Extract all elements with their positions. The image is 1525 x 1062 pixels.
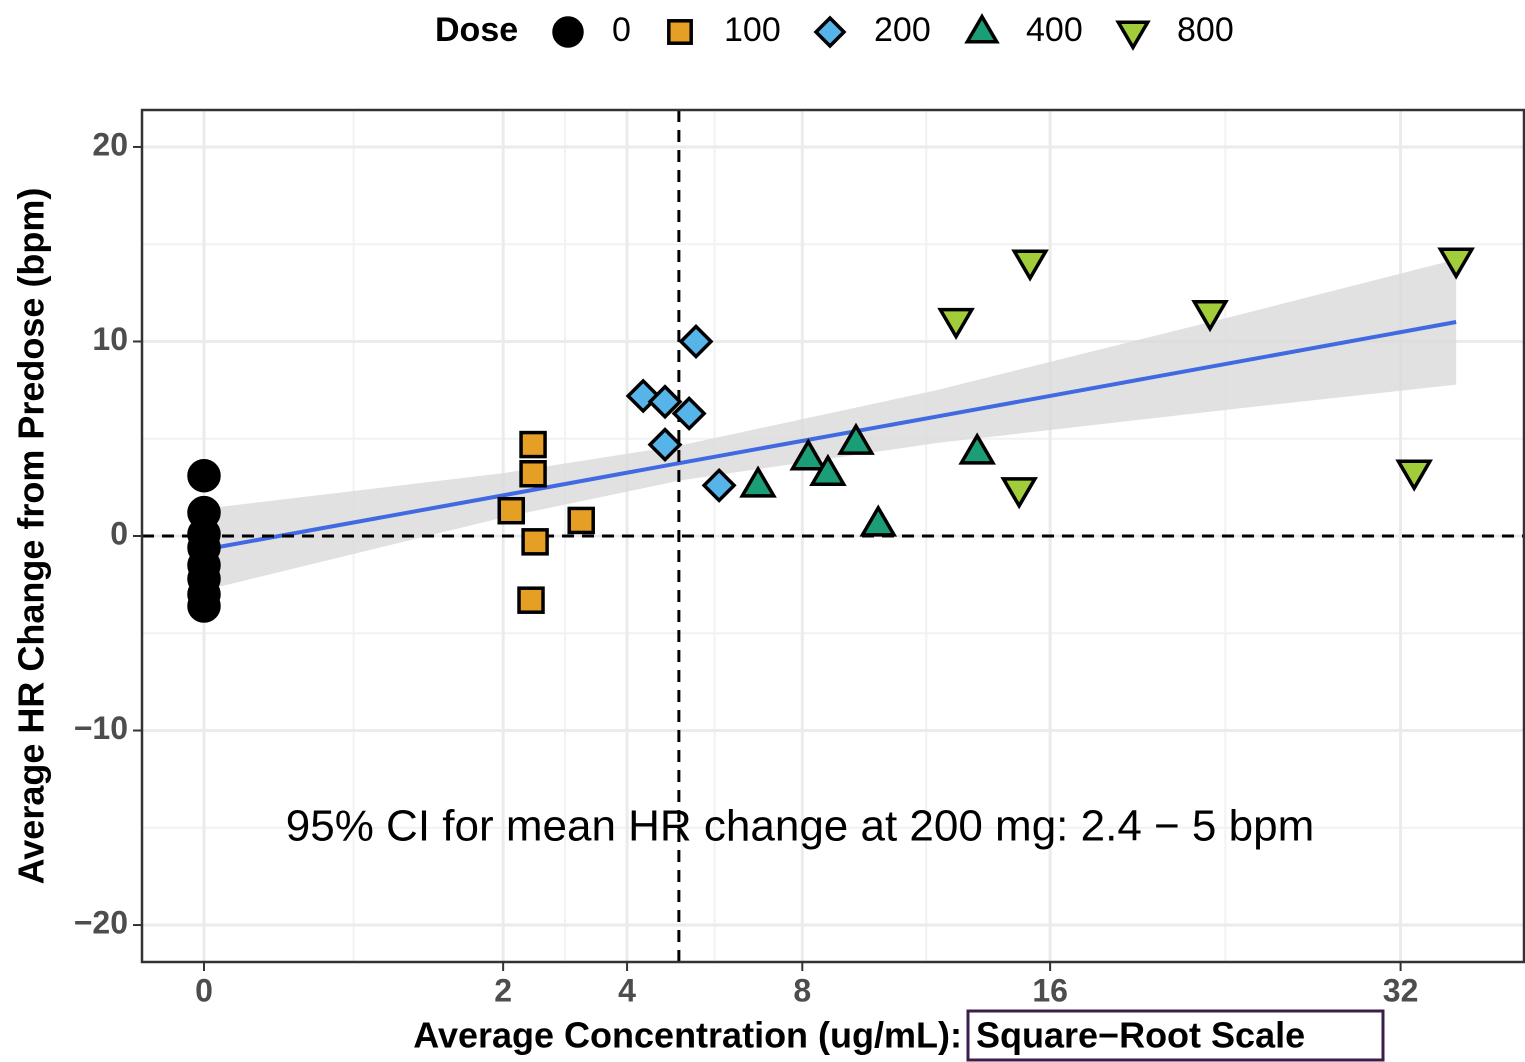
marker: [647, 384, 683, 420]
marker: [678, 324, 714, 359]
legend-marker: [964, 13, 1000, 44]
legend-marker: [813, 15, 847, 49]
x-axis-note: Square−Root Scale: [976, 1015, 1305, 1056]
x-tick-label: 4: [618, 972, 636, 1008]
marker: [519, 430, 547, 459]
marker: [1191, 300, 1229, 333]
marker: [701, 467, 737, 503]
marker: [739, 465, 777, 498]
marker: [517, 586, 545, 614]
marker: [958, 432, 996, 465]
x-axis-title: Average Concentration (ug/mL):: [413, 1015, 962, 1056]
x-tick-label: 0: [195, 972, 213, 1008]
marker: [1011, 249, 1049, 282]
marker: [1395, 459, 1433, 492]
legend-label: 400: [1026, 11, 1083, 49]
y-axis-title: Average HR Change from Predose (bpm): [11, 188, 52, 885]
marker: [519, 460, 547, 488]
legend-marker: [552, 16, 584, 48]
annotation: 95% CI for mean HR change at 200 mg: 2.4…: [286, 802, 1314, 851]
y-tick-label: 0: [110, 515, 128, 551]
marker: [789, 438, 828, 471]
legend-label: 200: [874, 11, 931, 49]
marker: [837, 422, 875, 455]
legend-label: 0: [612, 11, 631, 49]
legend-label: 100: [724, 11, 781, 49]
legend-title: Dose: [435, 11, 518, 49]
marker: [647, 427, 683, 463]
marker: [671, 395, 707, 431]
marker: [567, 506, 595, 535]
x-tick-label: 2: [494, 972, 512, 1008]
x-tick-label: 32: [1383, 972, 1419, 1008]
plot-border: [140, 108, 1525, 964]
marker: [859, 504, 898, 537]
legend-marker: [667, 19, 693, 45]
marker: [1437, 247, 1475, 280]
y-tick-label: 20: [92, 126, 128, 162]
legend-marker: [1115, 20, 1151, 51]
marker: [809, 453, 847, 487]
x-tick-label: 16: [1032, 972, 1068, 1008]
marker: [497, 496, 526, 525]
y-tick-label: 10: [92, 321, 128, 357]
marker: [187, 589, 221, 623]
marker: [187, 458, 221, 493]
scale-note-box: [966, 1009, 1385, 1062]
x-tick-label: 8: [793, 972, 811, 1008]
y-tick-label: −10: [74, 710, 128, 746]
marker: [937, 307, 975, 341]
marker: [1000, 477, 1038, 510]
marker: [521, 528, 549, 556]
legend-label: 800: [1177, 11, 1234, 49]
y-tick-label: −20: [74, 904, 128, 940]
